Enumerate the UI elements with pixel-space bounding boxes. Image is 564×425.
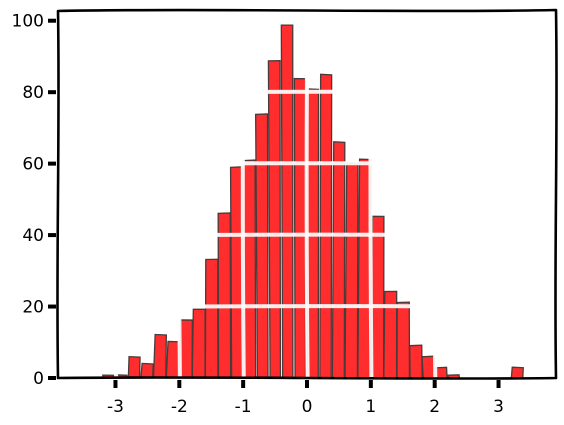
x-tick-label: 2 [429, 397, 440, 417]
histogram-bar [345, 163, 358, 378]
x-tick-label: -3 [107, 397, 124, 417]
y-tick-label: 0 [33, 369, 44, 389]
grid-line-vertical [307, 10, 308, 378]
y-tick-label: 20 [22, 298, 44, 318]
histogram-bar [320, 74, 332, 378]
histogram-bar [397, 302, 409, 378]
grid-line-vertical [243, 10, 244, 378]
x-tick-label: -2 [171, 397, 188, 417]
y-tick-label: 60 [22, 155, 44, 175]
x-axis-ticks: -3 -2 -1 0 1 2 3 [107, 380, 504, 417]
y-tick-label: 100 [12, 12, 44, 32]
grid-line-vertical [498, 10, 499, 378]
histogram-bar [256, 114, 268, 378]
x-tick-label: 3 [493, 397, 504, 417]
y-tick-label: 40 [22, 226, 44, 246]
histogram-bar [422, 356, 435, 378]
y-axis-ticks: 0 20 40 60 80 100 [12, 12, 56, 389]
histogram-bar [511, 367, 523, 378]
histogram-bar [166, 341, 179, 378]
histogram-bar [332, 142, 344, 378]
y-tick-label: 80 [22, 83, 44, 103]
histogram-bar [410, 345, 422, 378]
histogram-bar [294, 79, 305, 378]
histogram-bar [141, 363, 153, 378]
histogram-bar [205, 259, 218, 378]
histogram-bar [268, 61, 280, 378]
grid-line-vertical [115, 10, 116, 378]
histogram-bar [192, 309, 205, 378]
histogram-bar [218, 213, 230, 378]
x-tick-label: -1 [235, 397, 252, 417]
histogram-bar [153, 334, 166, 378]
x-tick-label: 1 [365, 397, 376, 417]
grid-group [58, 10, 556, 378]
bars-group [103, 25, 523, 378]
histogram-bar [281, 25, 293, 378]
x-tick-label: 0 [302, 397, 313, 417]
grid-line-vertical [370, 10, 371, 378]
grid-line-vertical [179, 10, 180, 378]
histogram-bar [128, 357, 140, 378]
grid-line-vertical [434, 10, 435, 378]
